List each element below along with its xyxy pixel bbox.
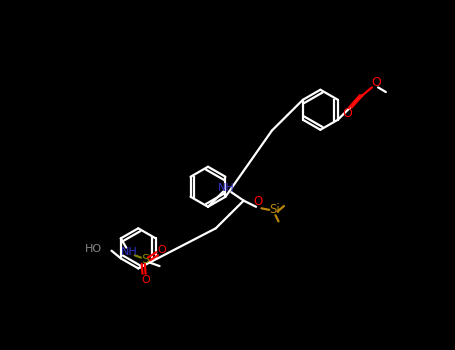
Text: NH: NH [218, 183, 235, 193]
Text: S: S [141, 253, 149, 266]
Text: O: O [371, 76, 381, 89]
Text: O: O [141, 275, 150, 285]
Text: O: O [157, 245, 166, 255]
Text: Si: Si [269, 203, 280, 216]
Text: O: O [342, 107, 352, 120]
Text: NH: NH [121, 247, 138, 257]
Text: HO: HO [85, 244, 102, 254]
Text: O: O [253, 195, 262, 208]
